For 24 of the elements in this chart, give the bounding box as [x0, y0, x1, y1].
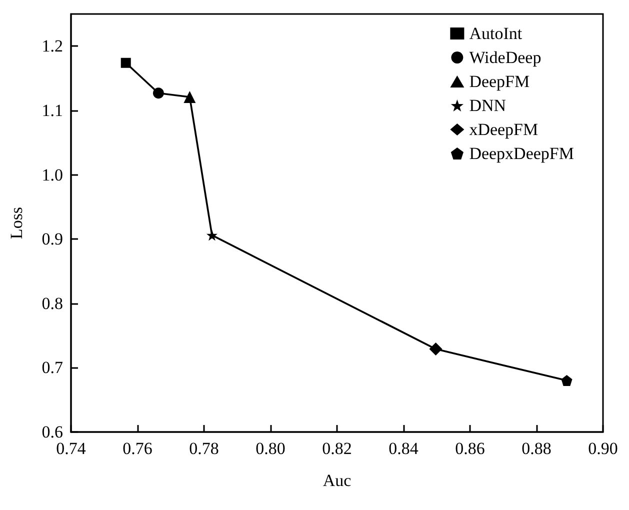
x-tick-label: 0.82 [322, 439, 352, 458]
x-tick-label: 0.88 [522, 439, 552, 458]
x-tick-label: 0.76 [122, 439, 152, 458]
y-tick-label: 0.7 [42, 358, 64, 378]
y-tick-label: 1.0 [42, 165, 63, 184]
y-axis-title: Loss [7, 206, 26, 240]
x-tick-label: 0.86 [455, 439, 485, 458]
y-tick-label: 1.2 [42, 36, 63, 56]
x-tick-label: 0.78 [189, 439, 219, 458]
x-tick-label: 0.90 [588, 439, 618, 458]
x-tick-label: 0.84 [388, 439, 419, 458]
x-tick-label: 0.80 [256, 439, 286, 458]
legend-label: AutoInt [469, 24, 522, 43]
x-axis-title: Auc [322, 471, 352, 490]
y-tick-label: 0.6 [42, 422, 63, 442]
legend-label: WideDeep [469, 48, 542, 67]
legend-label: DeepFM [469, 72, 530, 91]
legend-label: DNN [469, 96, 506, 115]
y-tick-label: 1.1 [42, 100, 63, 120]
legend-label: DeepxDeepFM [469, 144, 574, 163]
y-tick-label: 0.9 [42, 230, 63, 249]
y-tick-label: 0.8 [42, 294, 63, 313]
x-tick-label: 0.74 [56, 439, 86, 458]
legend-label: xDeepFM [469, 120, 538, 139]
